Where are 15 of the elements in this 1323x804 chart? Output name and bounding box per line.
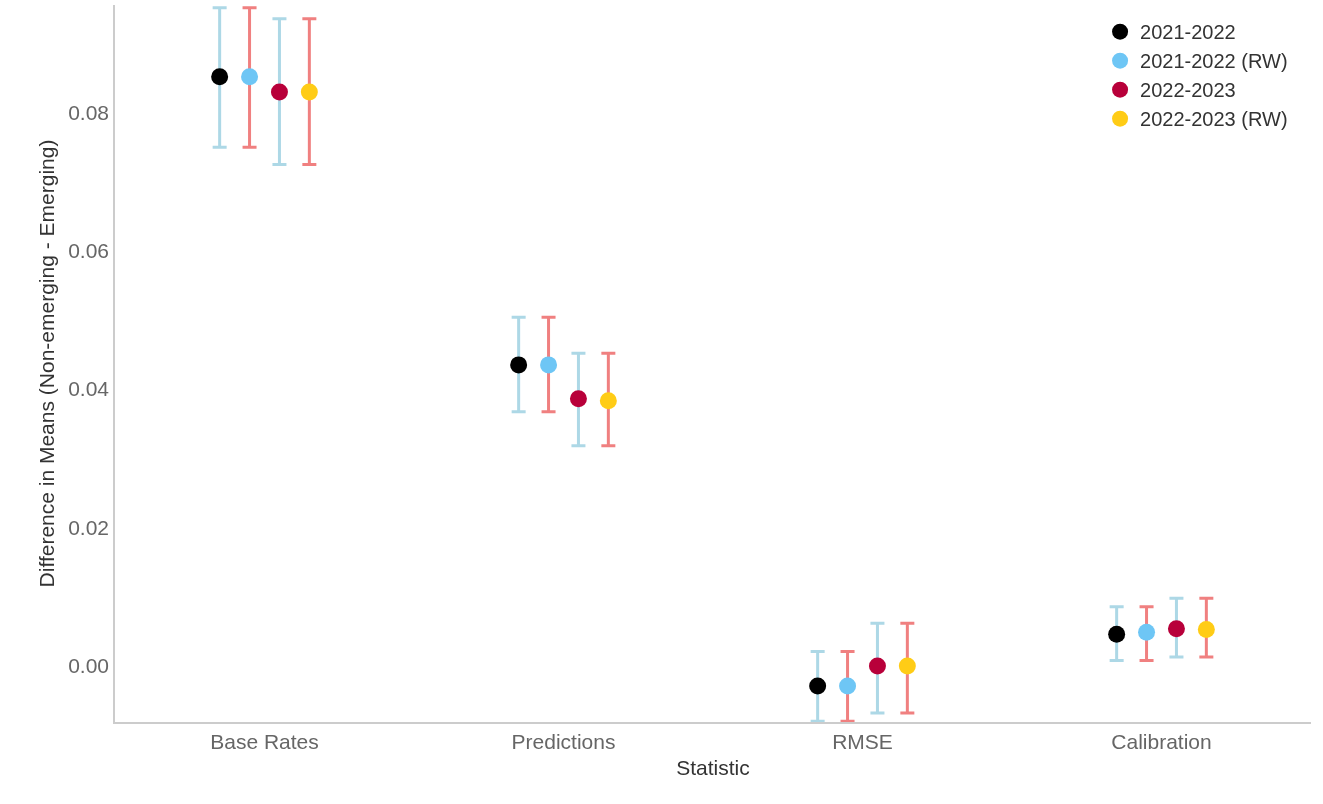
legend-label: 2021-2022: [1140, 21, 1236, 44]
x-tick-label: Calibration: [1111, 729, 1212, 753]
y-tick-label: 0.06: [68, 239, 110, 263]
y-tick-label: 0.08: [68, 101, 110, 125]
x-axis-title: Statistic: [676, 755, 750, 779]
y-tick-label: 0.00: [68, 653, 110, 677]
legend-label: 2021-2022 (RW): [1140, 50, 1288, 73]
y-tick-label: 0.02: [68, 515, 110, 539]
x-tick-label: RMSE: [832, 729, 893, 753]
legend-label: 2022-2023 (RW): [1140, 108, 1288, 131]
legend-label: 2022-2023: [1140, 79, 1236, 102]
y-axis-title: Difference in Means (Non-emerging - Emerging): [34, 139, 58, 588]
y-tick-label: 0.04: [68, 377, 110, 401]
x-tick-label: Base Rates: [210, 729, 319, 753]
x-tick-label: Predictions: [511, 729, 616, 753]
